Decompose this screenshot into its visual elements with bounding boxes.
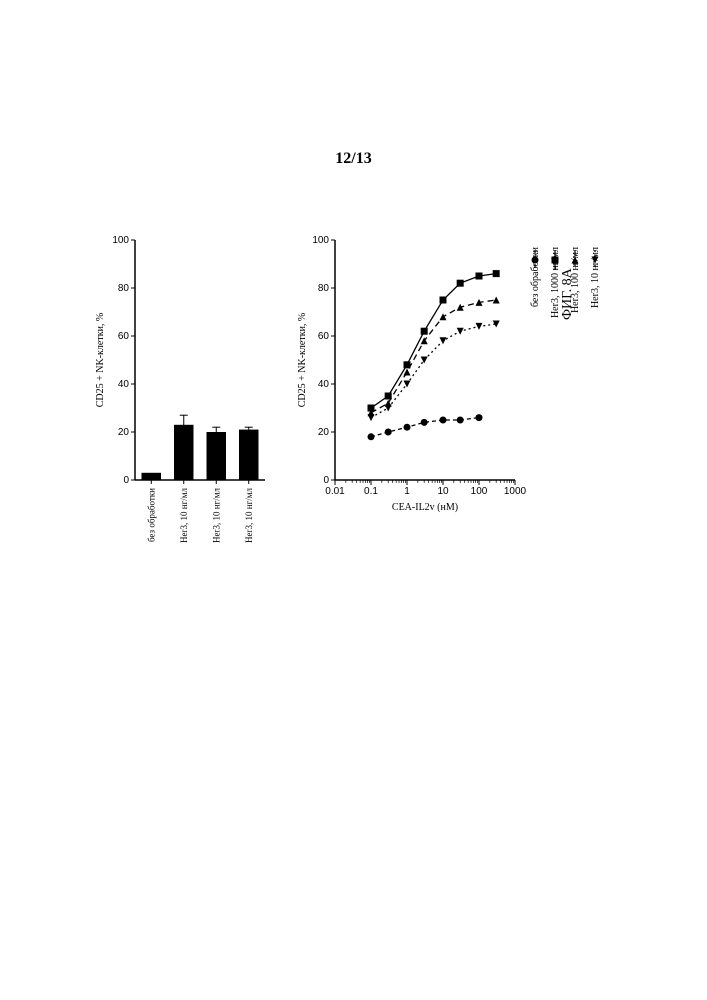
svg-text:100: 100 (312, 235, 329, 246)
svg-text:1000: 1000 (504, 486, 527, 497)
svg-text:CEA-IL2v (нМ): CEA-IL2v (нМ) (392, 502, 458, 513)
svg-text:Her3, 10 нг/мл: Her3, 10 нг/мл (590, 247, 601, 308)
svg-text:80: 80 (318, 283, 330, 294)
svg-text:40: 40 (118, 379, 130, 390)
svg-text:0.1: 0.1 (364, 486, 378, 497)
svg-text:100: 100 (471, 486, 488, 497)
svg-text:20: 20 (318, 427, 330, 438)
svg-text:1: 1 (404, 486, 410, 497)
svg-text:CD25 + NK-клетки, %: CD25 + NK-клетки, % (95, 313, 106, 408)
svg-text:60: 60 (118, 331, 130, 342)
svg-text:Her3, 10 нг/мл: Her3, 10 нг/мл (244, 487, 254, 542)
svg-text:0.01: 0.01 (325, 486, 345, 497)
chart-svg: 020406080100CD25 + NK-клетки, %без обраб… (80, 200, 630, 700)
svg-text:0: 0 (323, 475, 329, 486)
figure-label: ФИГ. 8А (560, 268, 576, 320)
svg-text:0: 0 (123, 475, 129, 486)
page-number: 12/13 (335, 150, 371, 168)
svg-text:40: 40 (318, 379, 330, 390)
svg-text:без обработки: без обработки (530, 246, 541, 307)
svg-text:10: 10 (437, 486, 449, 497)
svg-text:CD25 + NK-клетки, %: CD25 + NK-клетки, % (297, 313, 308, 408)
svg-text:80: 80 (118, 283, 130, 294)
svg-text:20: 20 (118, 427, 130, 438)
svg-text:60: 60 (318, 331, 330, 342)
svg-text:без обработки: без обработки (146, 488, 156, 542)
svg-text:Her3, 10 нг/мл: Her3, 10 нг/мл (179, 487, 189, 542)
svg-text:Her3, 10 нг/мл: Her3, 10 нг/мл (211, 487, 221, 542)
figure-8a: 020406080100CD25 + NK-клетки, %без обраб… (80, 200, 630, 700)
svg-text:100: 100 (112, 235, 129, 246)
